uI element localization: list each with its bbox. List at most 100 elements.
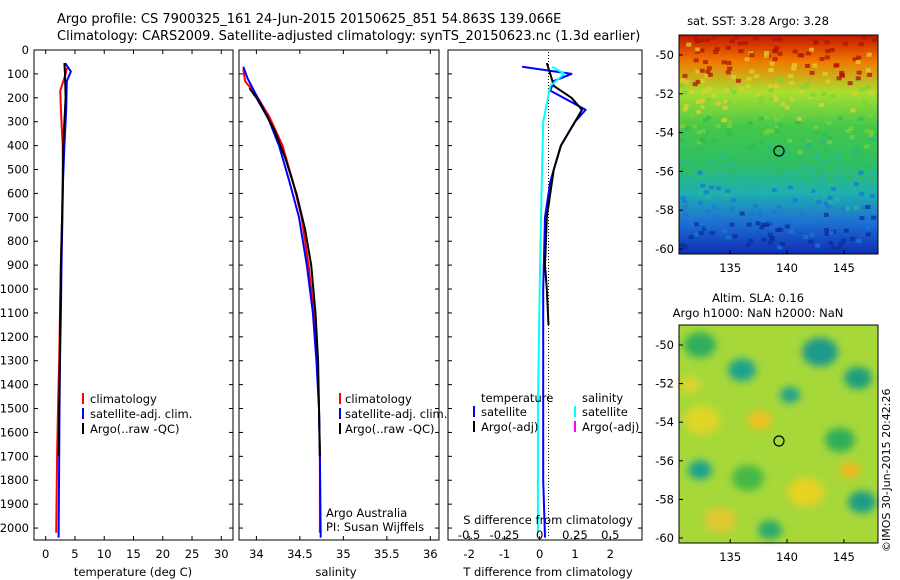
series-line [57, 63, 67, 457]
sst-speckle-cell [824, 40, 830, 45]
sst-speckle-cell [704, 73, 710, 78]
sst-speckle-cell [805, 145, 811, 150]
sst-speckle-cell [784, 105, 790, 110]
sla-map-title-line2: Argo h1000: NaN h2000: NaN [673, 306, 844, 320]
sst-speckle-cell [797, 150, 803, 155]
sst-speckle-cell [725, 188, 731, 193]
sst-speckle-cell [696, 140, 702, 145]
sst-speckle-cell [755, 221, 761, 226]
sst-speckle-cell [749, 53, 755, 57]
sst-speckle-cell [700, 183, 706, 188]
sst-speckle-cell [726, 61, 732, 65]
sst-speckle-cell [773, 94, 779, 99]
sst-speckle-cell [732, 234, 738, 239]
salinity-x-label: salinity [315, 565, 356, 579]
salinity-axes-frame [238, 49, 440, 541]
sst-speckle-cell [761, 222, 767, 227]
sst-speckle-cell [811, 168, 817, 173]
sst-speckle-cell [738, 86, 744, 91]
sst-speckle-cell [729, 222, 735, 227]
sst-speckle-cell [773, 117, 779, 122]
y-tick-label: 900 [7, 258, 29, 272]
sst-speckle-cell [715, 186, 721, 191]
sst-speckle-cell [854, 149, 860, 154]
y-tick-label: 100 [7, 67, 29, 81]
x-tick-label: -1 [499, 547, 510, 561]
y-tick-label: 600 [7, 186, 29, 200]
sst-speckle-cell [865, 205, 871, 210]
sst-speckle-cell [850, 108, 856, 113]
sst-map-speckle [679, 35, 877, 251]
sst-speckle-cell [758, 116, 764, 121]
sst-speckle-cell [700, 98, 706, 103]
sst-speckle-cell [748, 239, 754, 243]
sst-speckle-cell [859, 87, 865, 92]
sst-speckle-cell [821, 91, 827, 96]
sst-speckle-cell [832, 107, 838, 112]
sst-speckle-cell [712, 139, 718, 144]
sst-speckle-cell [763, 130, 769, 135]
temperature-y-ticks: 0 100 200 300 400 500 600 700 800 900 1000 1100 1200… [0, 43, 233, 535]
x-tick-label: 1 [571, 547, 578, 561]
sst-speckle-cell [695, 49, 700, 54]
sst-speckle-cell [827, 195, 833, 200]
temperature-series [55, 62, 72, 538]
sst-speckle-cell [826, 136, 832, 141]
x-tick-label: 0 [536, 547, 543, 561]
sst-speckle-cell [715, 124, 721, 129]
sst-speckle-cell [804, 82, 810, 87]
sst-speckle-cell [844, 228, 849, 233]
sst-speckle-cell [809, 233, 815, 237]
sst-speckle-cell [799, 89, 805, 94]
sst-speckle-cell [838, 161, 844, 166]
sst-speckle-cell [813, 125, 819, 130]
sst-speckle-cell [774, 84, 779, 88]
sst-speckle-cell [697, 190, 703, 195]
sst-speckle-cell [866, 217, 872, 221]
sst-speckle-cell [707, 111, 713, 116]
sst-speckle-cell [856, 239, 862, 243]
sla-anomaly-blob [680, 377, 700, 393]
sst-speckle-cell [809, 47, 815, 52]
sst-speckle-cell [745, 243, 751, 248]
map-x-tick-label: 135 [719, 550, 741, 564]
sla-anomaly-blob [704, 507, 736, 533]
sst-speckle-cell [682, 73, 688, 78]
sst-speckle-cell [869, 129, 875, 134]
x-tick-label: 36 [423, 547, 438, 561]
sst-speckle-cell [827, 170, 833, 175]
difference-axes-frame [447, 49, 643, 541]
sst-speckle-cell [815, 243, 821, 248]
sst-speckle-cell [822, 132, 828, 137]
legend-title-salinity: salinity [582, 391, 623, 405]
sst-speckle-cell [683, 212, 689, 216]
sst-speckle-cell [734, 166, 740, 171]
sla-anomaly-blob [684, 405, 720, 435]
sst-speckle-cell [707, 72, 713, 77]
sst-speckle-cell [769, 128, 775, 133]
sst-speckle-cell [783, 179, 789, 184]
sst-map-title: sat. SST: 3.28 Argo: 3.28 [687, 14, 829, 28]
x-tick-label: 10 [97, 547, 112, 561]
sst-speckle-cell [772, 49, 778, 54]
sst-speckle-cell [834, 110, 839, 115]
map-y-tick-label: -60 [655, 531, 674, 545]
sst-speckle-cell [863, 104, 869, 109]
sst-speckle-cell [679, 124, 685, 129]
sst-speckle-cell [701, 139, 707, 144]
sst-speckle-cell [751, 143, 757, 148]
sst-speckle-cell [818, 160, 824, 165]
sst-speckle-cell [829, 48, 835, 53]
y-tick-label: 1400 [0, 378, 29, 392]
sst-speckle-cell [769, 61, 775, 66]
sst-speckle-cell [824, 55, 830, 60]
sst-speckle-cell [745, 84, 751, 89]
sst-speckle-cell [679, 167, 685, 171]
sla-anomaly-blob [684, 332, 716, 358]
sst-speckle-cell [864, 85, 870, 90]
sst-speckle-cell [852, 91, 857, 96]
map-y-tick-label: -58 [655, 203, 674, 217]
sst-speckle-cell [683, 244, 688, 249]
sst-speckle-cell [693, 58, 699, 63]
sst-speckle-cell [778, 227, 784, 232]
